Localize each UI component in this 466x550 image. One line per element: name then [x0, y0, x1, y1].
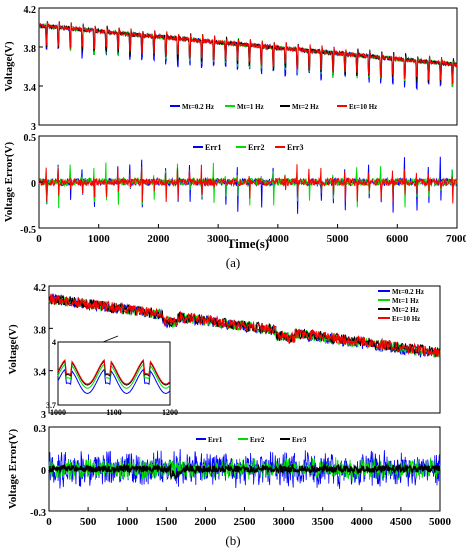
y-tick-label: -0.3 [30, 508, 46, 519]
x-tick-label: 3000 [207, 233, 230, 245]
inset-y-tick-label: 3.7 [46, 401, 56, 410]
y-tick-label: 4.2 [34, 283, 47, 294]
x-tick-label: 4000 [267, 233, 290, 245]
y-tick-label: 0 [31, 179, 36, 190]
y-tick-label: 0.5 [24, 133, 37, 144]
x-tick-label: 5000 [429, 516, 452, 528]
x-tick-label: 1000 [116, 516, 139, 528]
legend-entry: Mt=2 Hz [392, 306, 419, 314]
caption-b: (b) [225, 533, 240, 548]
y-tick-label: 3.4 [24, 83, 37, 94]
y-axis-label: Voltage Error(V) [7, 428, 19, 509]
y-axis-label: Voltage Error(V) [3, 141, 15, 222]
x-tick-label: 4500 [390, 516, 413, 528]
series-line-err3 [38, 164, 458, 204]
inset-series-line [57, 368, 171, 395]
legend-entry: Err3 [287, 143, 303, 152]
legend-entry: Err1 [205, 143, 221, 152]
y-tick-label: -0.5 [20, 225, 36, 236]
inset-frame [57, 341, 171, 406]
x-tick-label: 0 [36, 233, 42, 245]
y-tick-label: 0 [41, 466, 46, 477]
x-tick-label: 2500 [234, 516, 257, 528]
y-tick-label: 3 [31, 122, 36, 133]
plot-frame-0 [38, 7, 458, 126]
x-tick-label: 1500 [155, 516, 178, 528]
y-axis-label: Voltage(V) [7, 324, 19, 375]
series-line-et-10-hz [48, 293, 441, 358]
y-tick-label: 3.8 [24, 44, 37, 55]
legend-entry: Et=10 Hz [392, 315, 420, 323]
y-tick-label: 3.8 [34, 325, 47, 336]
caption-a: (a) [226, 255, 240, 270]
x-tick-label: 3000 [273, 516, 296, 528]
x-tick-label: 4000 [351, 516, 374, 528]
legend-entry: Err2 [250, 436, 265, 444]
series-line-et-10-hz [38, 20, 458, 85]
y-tick-label: 3.4 [34, 368, 47, 379]
inset-x-tick-label: 1200 [162, 408, 178, 417]
legend-entry: Err1 [208, 436, 223, 444]
y-tick-label: 3 [41, 410, 46, 421]
x-axis-label: Time(s) [227, 236, 269, 251]
y-tick-label: 4.2 [24, 5, 37, 16]
inset-series-line [57, 363, 171, 389]
legend-entry: Err2 [248, 143, 264, 152]
y-tick-label: 0.3 [34, 424, 47, 435]
x-tick-label: 0 [46, 516, 52, 528]
x-tick-label: 2000 [194, 516, 217, 528]
x-tick-label: 3500 [312, 516, 335, 528]
inset-y-tick-label: 4 [52, 338, 56, 347]
x-tick-label: 500 [80, 516, 97, 528]
x-tick-label: 1000 [88, 233, 111, 245]
legend-entry: Mt=1 Hz [392, 297, 419, 305]
series-line-err3 [48, 462, 441, 481]
x-tick-label: 2000 [147, 233, 170, 245]
x-tick-label: 5000 [327, 233, 350, 245]
legend-entry: Mt=0.2 Hz [182, 103, 214, 111]
x-tick-label: 6000 [386, 233, 409, 245]
inset-series-line [57, 358, 171, 385]
legend-entry: Et=10 Hz [349, 103, 377, 111]
legend-entry: Mt=2 Hz [292, 103, 319, 111]
inset-x-tick-label: 1000 [50, 408, 66, 417]
zoom-arrow [102, 335, 119, 343]
legend-entry: Err3 [292, 436, 307, 444]
legend-entry: Mt=0.2 Hz [392, 288, 424, 296]
legend-entry: Mt=1 Hz [237, 103, 264, 111]
y-axis-label: Voltage(V) [3, 41, 15, 92]
inset-x-tick-label: 1100 [106, 408, 122, 417]
x-tick-label: 7000 [446, 233, 466, 245]
